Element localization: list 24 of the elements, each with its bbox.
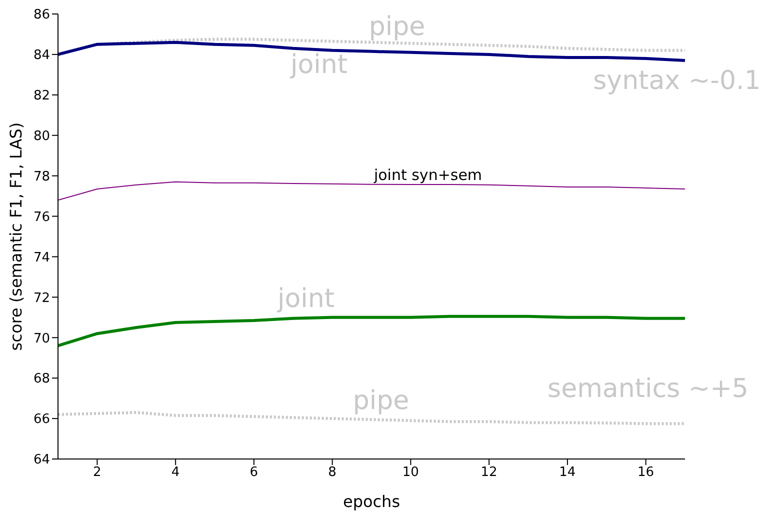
x-tick-label: 14 bbox=[559, 465, 576, 480]
y-tick-label: 66 bbox=[33, 412, 50, 428]
x-tick-label: 8 bbox=[328, 465, 336, 480]
x-tick-label: 2 bbox=[93, 465, 102, 480]
y-tick-label: 76 bbox=[33, 210, 50, 225]
y-tick-label: 82 bbox=[33, 88, 50, 104]
x-tick-label: 6 bbox=[250, 465, 258, 480]
y-tick-label: 86 bbox=[33, 8, 50, 23]
x-axis-title: epochs bbox=[342, 492, 400, 511]
x-tick-label: 12 bbox=[480, 465, 498, 480]
y-tick-label: 70 bbox=[33, 331, 50, 346]
y-tick-label: 80 bbox=[33, 128, 50, 144]
y-tick-label: 68 bbox=[33, 372, 50, 387]
line-series bbox=[58, 314, 685, 348]
x-tick-label: 10 bbox=[402, 465, 419, 480]
y-axis-title: score (semantic F1, F1, LAS) bbox=[6, 122, 26, 351]
y-tick-label: 64 bbox=[33, 452, 50, 468]
y-tick-label: 72 bbox=[33, 290, 50, 306]
x-tick-label: 4 bbox=[171, 465, 180, 480]
annotation: joint syn+sem bbox=[372, 166, 482, 184]
y-tick-label: 84 bbox=[33, 48, 50, 64]
x-tick-label: 16 bbox=[638, 465, 654, 480]
y-tick-label: 74 bbox=[33, 250, 50, 266]
y-tick-label: 78 bbox=[33, 169, 50, 184]
